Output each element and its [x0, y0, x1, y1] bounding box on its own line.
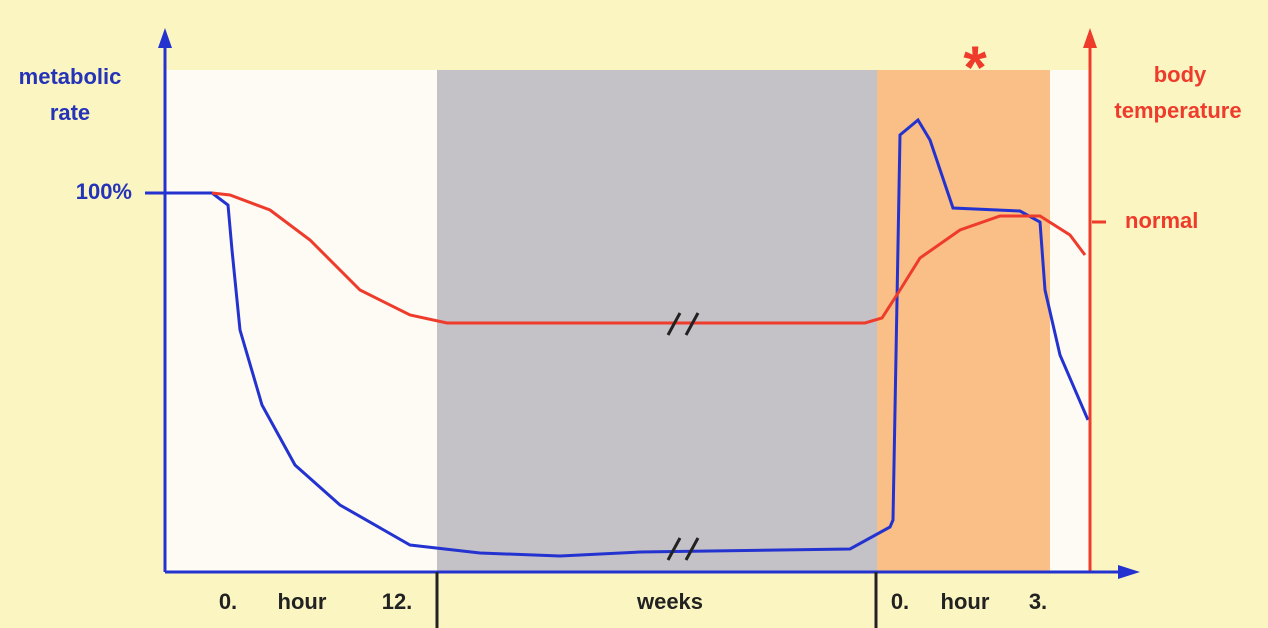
- break-marks: [666, 312, 700, 561]
- metabolic-curve: [145, 117, 1090, 558]
- x-label: 3.: [1029, 589, 1047, 614]
- x-label: 0.: [219, 589, 237, 614]
- axis-label: temperature: [1114, 98, 1241, 123]
- x-label: weeks: [636, 589, 703, 614]
- axis-label: metabolic: [19, 64, 122, 89]
- left-arrow: [158, 28, 172, 48]
- marker: *: [963, 34, 987, 101]
- x-label: 0.: [891, 589, 909, 614]
- axis-label: body: [1154, 62, 1207, 87]
- hibernation-band: [437, 70, 877, 572]
- arousal-band: [877, 70, 1050, 572]
- temperature-curve: [211, 191, 1087, 325]
- x-label: hour: [278, 589, 327, 614]
- tick-label: normal: [1125, 208, 1198, 233]
- right-arrow: [1083, 28, 1097, 48]
- tick-label: 100%: [76, 179, 132, 204]
- x-label: hour: [941, 589, 990, 614]
- axis-label: rate: [50, 100, 90, 125]
- x-arrow: [1118, 565, 1140, 579]
- x-label: 12.: [382, 589, 413, 614]
